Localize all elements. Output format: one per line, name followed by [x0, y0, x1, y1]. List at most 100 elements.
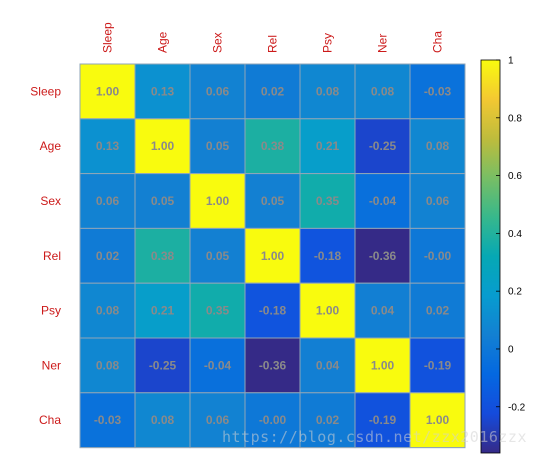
row-label-rel: Rel	[43, 249, 61, 263]
cell-value-2-5: -0.04	[369, 194, 397, 208]
heatmap-cell-6-3	[244, 392, 301, 449]
heatmap-cell-0-5	[354, 63, 411, 120]
row-label-sex: Sex	[40, 194, 61, 208]
heatmap-cell-0-1	[134, 63, 191, 120]
cell-value-2-1: 0.05	[151, 194, 175, 208]
heatmap-cell-5-3	[244, 337, 301, 394]
heatmap-cell-2-2	[189, 173, 246, 229]
heatmap-cell-4-2	[189, 282, 246, 339]
cell-value-6-4: 0.02	[316, 413, 340, 427]
heatmap-cell-6-6	[409, 392, 466, 449]
cell-value-3-5: -0.36	[369, 249, 397, 263]
heatmap-cell-2-3	[244, 173, 301, 229]
heatmap-cell-6-2	[189, 392, 246, 449]
cell-value-3-1: 0.38	[151, 249, 175, 263]
heatmap-cell-1-4	[299, 118, 356, 175]
col-label-sex: Sex	[211, 32, 225, 53]
cell-value-5-0: 0.08	[96, 358, 120, 372]
cell-value-4-1: 0.21	[151, 304, 175, 318]
cell-value-4-2: 0.35	[206, 304, 230, 318]
cell-value-5-5: 1.00	[371, 358, 395, 372]
cell-value-0-3: 0.02	[261, 84, 285, 98]
cell-value-3-4: -0.18	[314, 249, 342, 263]
cell-value-3-2: 0.05	[206, 249, 230, 263]
cell-value-2-0: 0.06	[96, 194, 120, 208]
heatmap-cell-6-5	[354, 392, 411, 449]
heatmap-cell-5-1	[134, 337, 191, 394]
cell-value-0-2: 0.06	[206, 84, 230, 98]
cell-value-3-3: 1.00	[261, 249, 285, 263]
colorbar-tick-0.8: 0.8	[508, 113, 522, 124]
col-label-rel: Rel	[266, 35, 280, 53]
heatmap-cell-2-5	[354, 173, 411, 229]
heatmap-cell-3-1	[134, 227, 191, 284]
cell-value-0-0: 1.00	[96, 84, 120, 98]
cell-value-5-4: 0.04	[316, 358, 340, 372]
cell-value-6-3: -0.00	[259, 413, 287, 427]
colorbar-tick--0.2: -0.2	[508, 402, 526, 413]
heatmap-border	[79, 63, 466, 449]
heatmap-cell-2-1	[134, 173, 191, 229]
cell-value-0-5: 0.08	[371, 84, 395, 98]
cell-value-4-5: 0.04	[371, 304, 395, 318]
cell-value-1-3: 0.38	[261, 139, 285, 153]
heatmap-cell-3-5	[354, 227, 411, 284]
cell-value-5-1: -0.25	[149, 358, 177, 372]
row-label-age: Age	[40, 139, 62, 153]
cell-value-6-6: 1.00	[426, 413, 450, 427]
cell-value-1-5: -0.25	[369, 139, 397, 153]
cell-value-2-4: 0.35	[316, 194, 340, 208]
col-label-cha: Cha	[431, 31, 445, 53]
colorbar-tick-0.6: 0.6	[508, 171, 522, 182]
colorbar-tick-1: 1	[508, 56, 514, 67]
colorbar	[480, 59, 501, 454]
cell-value-1-4: 0.21	[316, 139, 340, 153]
cell-value-6-2: 0.06	[206, 413, 230, 427]
cell-value-2-6: 0.06	[426, 194, 450, 208]
colorbar-tick-0.2: 0.2	[508, 287, 522, 298]
colorbar-tick-0.4: 0.4	[508, 229, 522, 240]
heatmap-cell-3-0	[79, 227, 136, 284]
heatmap-cell-3-6	[409, 227, 466, 284]
heatmap-cell-6-4	[299, 392, 356, 449]
row-label-psy: Psy	[41, 304, 61, 318]
heatmap-cell-5-4	[299, 337, 356, 394]
cell-value-0-4: 0.08	[316, 84, 340, 98]
cell-value-1-0: 0.13	[96, 139, 120, 153]
row-label-ner: Ner	[42, 358, 61, 372]
cell-value-6-0: -0.03	[94, 413, 122, 427]
heatmap-cell-6-0	[79, 392, 136, 449]
col-label-age: Age	[156, 31, 170, 53]
cell-value-6-1: 0.08	[151, 413, 175, 427]
heatmap-cell-1-2	[189, 118, 246, 175]
cell-value-0-1: 0.13	[151, 84, 175, 98]
col-label-psy: Psy	[321, 33, 335, 53]
colorbar-tick-0: 0	[508, 344, 514, 355]
cell-value-3-6: -0.00	[424, 249, 452, 263]
heatmap-cell-5-0	[79, 337, 136, 394]
cell-value-5-2: -0.04	[204, 358, 232, 372]
cell-value-4-3: -0.18	[259, 304, 287, 318]
cell-value-4-0: 0.08	[96, 304, 120, 318]
cell-value-1-2: 0.05	[206, 139, 230, 153]
heatmap-cell-3-3	[244, 227, 301, 284]
cell-value-2-3: 0.05	[261, 194, 285, 208]
row-label-cha: Cha	[39, 413, 61, 427]
col-label-ner: Ner	[376, 34, 390, 53]
cell-value-0-6: -0.03	[424, 84, 452, 98]
cell-value-5-6: -0.19	[424, 358, 452, 372]
cell-value-4-6: 0.02	[426, 304, 450, 318]
row-label-sleep: Sleep	[30, 84, 61, 98]
cell-value-6-5: -0.19	[369, 413, 397, 427]
watermark: https://blog.csdn.net/zzx2016zzx	[222, 428, 527, 446]
heatmap-cell-5-6	[409, 337, 466, 394]
cell-value-4-4: 1.00	[316, 304, 340, 318]
heatmap-cell-2-4	[299, 173, 356, 229]
col-label-sleep: Sleep	[101, 22, 115, 53]
cell-value-2-2: 1.00	[206, 194, 230, 208]
cell-value-5-3: -0.36	[259, 358, 287, 372]
cell-value-1-1: 1.00	[151, 139, 175, 153]
heatmap-cell-0-0	[79, 63, 136, 120]
heatmap-cell-4-0	[79, 282, 136, 339]
heatmap-cell-2-6	[409, 173, 466, 229]
